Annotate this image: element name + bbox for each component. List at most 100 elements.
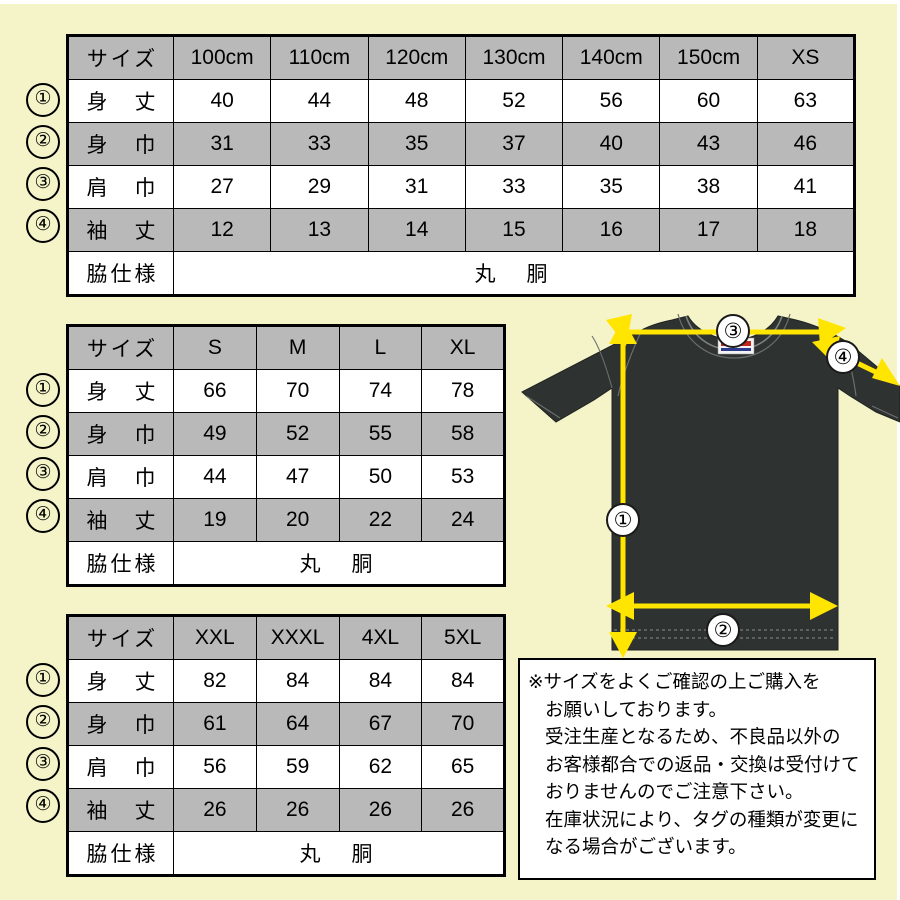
note-line-4: おりませんのでご注意下さい。 [545, 781, 804, 802]
column-header-0: XXL [173, 615, 257, 660]
row-label-0: 身 丈 [67, 79, 174, 123]
cell-r1-c5: 43 [659, 122, 758, 166]
cell-r1-c1: 64 [255, 702, 340, 746]
cell-r2-c1: 59 [255, 745, 340, 789]
shoulder-seam-left [617, 333, 641, 397]
brand-tag-text [721, 348, 751, 351]
row-label-3: 袖 丈 [67, 498, 174, 542]
cell-r3-c3: 26 [421, 788, 505, 832]
row-label-1: 身 巾 [67, 122, 174, 166]
table-big-spec-row: 脇仕様丸 胴 [67, 831, 505, 876]
spec-label: 脇仕様 [67, 831, 174, 876]
measure-marker-kids-3: ③ [26, 167, 60, 201]
cell-r3-c4: 16 [562, 208, 661, 252]
row-label-0: 身 丈 [67, 369, 174, 413]
cell-r1-c2: 67 [338, 702, 423, 746]
cell-r2-c0: 56 [173, 745, 257, 789]
column-header-5: 150cm [659, 35, 758, 80]
measure-marker-big-2: ② [26, 705, 60, 739]
collar-inner [677, 313, 791, 359]
row-label-1: 身 巾 [67, 412, 174, 456]
spec-value: 丸 胴 [173, 251, 855, 296]
cell-r0-c0: 82 [173, 659, 257, 703]
cell-r0-c2: 84 [338, 659, 423, 703]
badge-body-length: ① [606, 503, 640, 537]
cell-r3-c1: 20 [255, 498, 340, 542]
column-header-2: 4XL [338, 615, 423, 660]
note-line-0: ※サイズをよくご確認の上ご購入を [528, 671, 821, 692]
cell-r1-c3: 37 [464, 122, 564, 166]
cell-r2-c1: 29 [270, 165, 369, 209]
cell-r0-c1: 44 [270, 79, 369, 123]
badge-body-width: ② [706, 613, 740, 647]
table-kids-header-row: サイズ 100cm 110cm 120cm 130cm 140cm 150cm XS [67, 35, 856, 80]
cell-r3-c0: 26 [173, 788, 257, 832]
cell-r3-c3: 24 [421, 498, 505, 542]
table-adult-body: サイズ S M L XL 身 丈 66 70 74 78 身 巾 49 52 55 58 肩 巾 44 47 50 5… [67, 325, 505, 586]
cell-r1-c3: 58 [421, 412, 505, 456]
table-row: 袖 丈 26 26 26 26 [67, 788, 505, 832]
note-line-5: 在庫状況により、タグの種類が変更に [545, 808, 859, 830]
cell-r2-c4: 35 [562, 165, 661, 209]
table-row: 袖 丈 12 13 14 15 16 17 18 [67, 208, 856, 252]
note-line-3: お客様都合での返品・交換は受付けて [545, 753, 860, 775]
row-label-3: 袖 丈 [67, 208, 174, 252]
table-row: 身 巾 49 52 55 58 [67, 412, 505, 456]
column-header-2: L [338, 325, 423, 370]
header-size-label: サイズ [67, 615, 174, 660]
cell-r1-c0: 49 [173, 412, 257, 456]
cell-r0-c1: 70 [255, 369, 340, 413]
spec-label: 脇仕様 [67, 251, 174, 296]
cell-r2-c1: 47 [255, 455, 340, 499]
cell-r3-c5: 17 [659, 208, 758, 252]
row-label-2: 肩 巾 [67, 165, 174, 209]
table-row: 身 丈 66 70 74 78 [67, 369, 505, 413]
cell-r2-c5: 38 [659, 165, 758, 209]
badge-shoulder-width: ③ [716, 314, 750, 348]
measure-marker-kids-1: ① [26, 83, 60, 117]
cell-r0-c1: 84 [255, 659, 340, 703]
column-header-3: 130cm [464, 35, 564, 80]
column-header-1: XXXL [255, 615, 340, 660]
size-table-big: サイズ XXL XXXL 4XL 5XL 身 丈 82 84 84 84 身 巾 61 64 67 70 肩 … [66, 614, 506, 877]
column-header-0: S [173, 325, 257, 370]
row-label-2: 肩 巾 [67, 455, 174, 499]
cell-r2-c3: 53 [421, 455, 505, 499]
cell-r1-c0: 61 [173, 702, 257, 746]
column-header-3: 5XL [421, 615, 505, 660]
table-row: 身 丈 40 44 48 52 56 60 63 [67, 79, 856, 123]
note-line-2: 受注生産となるため、不良品以外の [545, 726, 841, 747]
column-header-3: XL [421, 325, 505, 370]
cell-r0-c0: 66 [173, 369, 257, 413]
cell-r2-c0: 27 [172, 165, 272, 209]
size-table-adult: サイズ S M L XL 身 丈 66 70 74 78 身 巾 49 52 55 58 肩 巾 44 47 50 5… [66, 324, 506, 587]
column-header-6: XS [756, 35, 856, 80]
cell-r3-c3: 15 [464, 208, 564, 252]
measure-marker-adult-4: ④ [26, 499, 60, 533]
cell-r3-c0: 12 [172, 208, 272, 252]
table-row: 袖 丈 19 20 22 24 [67, 498, 505, 542]
measure-marker-adult-3: ③ [26, 457, 60, 491]
cell-r0-c4: 56 [562, 79, 661, 123]
spec-label: 脇仕様 [67, 541, 174, 586]
badge-sleeve-length: ④ [826, 340, 860, 374]
column-header-0: 100cm [172, 35, 272, 80]
cell-r3-c2: 26 [338, 788, 423, 832]
measure-marker-kids-2: ② [26, 125, 60, 159]
sleeve-hem-right [871, 405, 899, 419]
cell-r0-c3: 52 [464, 79, 564, 123]
measure-marker-adult-2: ② [26, 415, 60, 449]
column-header-2: 120cm [367, 35, 466, 80]
measure-marker-big-3: ③ [26, 747, 60, 781]
cell-r2-c2: 62 [338, 745, 423, 789]
cell-r3-c2: 22 [338, 498, 423, 542]
cell-r2-c0: 44 [173, 455, 257, 499]
cell-r0-c0: 40 [172, 79, 272, 123]
column-header-4: 140cm [562, 35, 661, 80]
cell-r2-c3: 65 [421, 745, 505, 789]
table-big-body: サイズ XXL XXXL 4XL 5XL 身 丈 82 84 84 84 身 巾 61 64 67 70 肩 … [67, 615, 505, 876]
table-row: 身 丈 82 84 84 84 [67, 659, 505, 703]
table-big-header-row: サイズ XXL XXXL 4XL 5XL [67, 615, 505, 660]
cell-r3-c2: 14 [367, 208, 466, 252]
